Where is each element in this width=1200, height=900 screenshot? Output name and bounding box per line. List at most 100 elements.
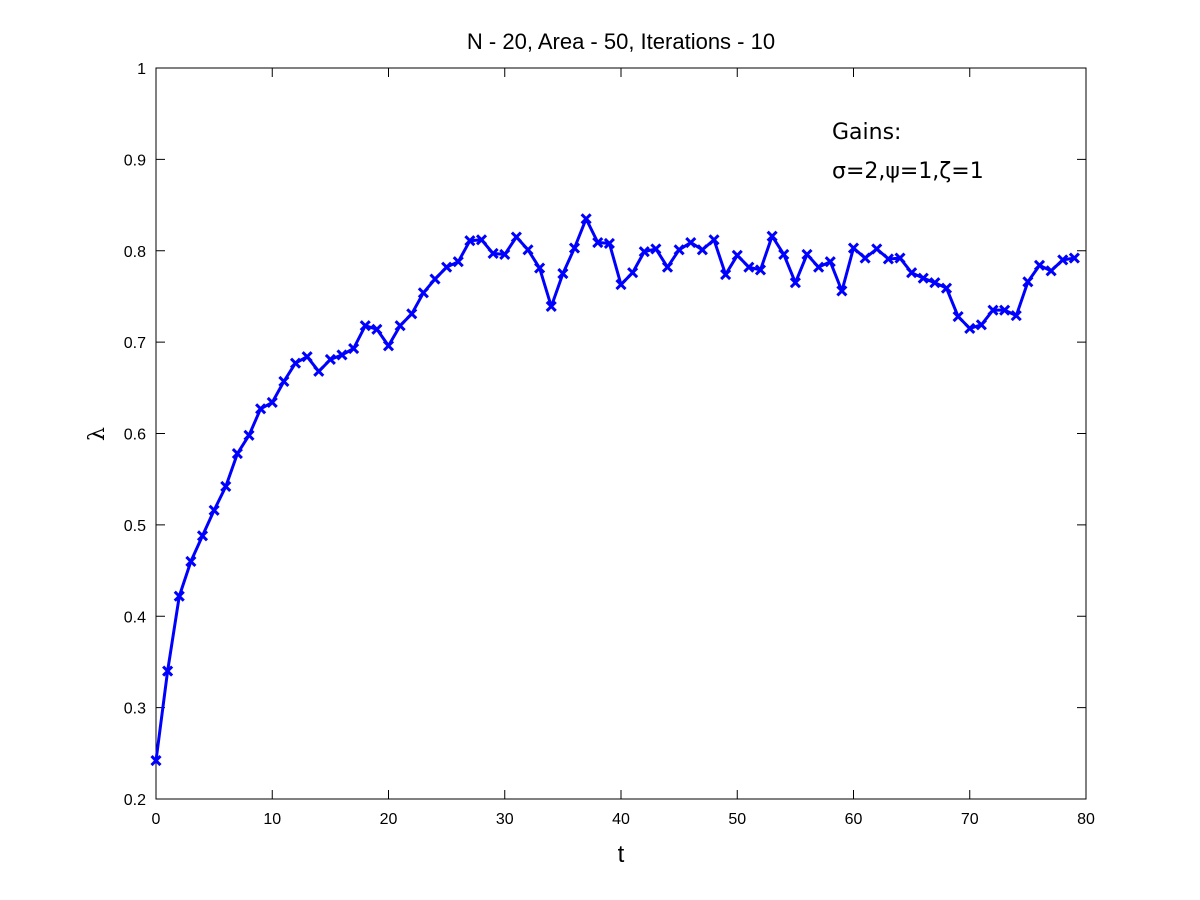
x-tick-label: 70 xyxy=(961,811,979,828)
data-point xyxy=(266,396,278,408)
data-point xyxy=(196,530,209,542)
x-tick-label: 30 xyxy=(496,811,514,828)
data-point xyxy=(510,231,522,243)
data-point xyxy=(789,277,801,289)
data-point xyxy=(1033,259,1046,271)
x-tick-label: 0 xyxy=(152,811,161,828)
data-point xyxy=(301,351,313,363)
data-point xyxy=(731,249,743,261)
data-point xyxy=(650,243,662,255)
data-point xyxy=(824,256,836,268)
x-tick-label: 40 xyxy=(612,811,630,828)
data-point xyxy=(208,504,220,516)
data-point xyxy=(185,555,197,567)
data-point xyxy=(999,304,1011,316)
data-point xyxy=(743,261,755,273)
data-point xyxy=(836,285,848,297)
data-point xyxy=(906,267,918,279)
data-point xyxy=(1045,265,1057,277)
y-axis-label: λ xyxy=(85,427,110,441)
data-point xyxy=(766,230,778,242)
data-point xyxy=(231,448,243,460)
data-point xyxy=(964,322,976,334)
data-point xyxy=(708,234,720,246)
data-point xyxy=(382,340,395,352)
data-point xyxy=(324,353,336,366)
data-point xyxy=(720,268,732,281)
data-point xyxy=(673,244,685,256)
data-point xyxy=(406,308,418,320)
data-point xyxy=(929,277,941,289)
data-point xyxy=(1068,252,1080,264)
data-point xyxy=(441,261,453,273)
data-point xyxy=(801,248,813,260)
data-point xyxy=(754,264,767,276)
x-tick-label: 10 xyxy=(263,811,281,828)
axis-ticks xyxy=(155,67,1087,800)
y-tick-label: 0.9 xyxy=(124,152,146,169)
data-point xyxy=(952,310,964,323)
data-point xyxy=(475,234,488,246)
plot-area xyxy=(155,67,1087,800)
y-tick-label: 0.7 xyxy=(124,335,146,352)
data-point xyxy=(243,429,255,441)
data-point xyxy=(150,755,162,767)
annotation-gains-values: σ=2,ψ=1,ζ=1 xyxy=(832,159,984,184)
data-point xyxy=(859,252,871,264)
data-point xyxy=(173,590,185,602)
data-point xyxy=(638,246,650,258)
data-point xyxy=(615,278,627,291)
data-point xyxy=(429,273,441,285)
data-point xyxy=(778,248,790,260)
data-point xyxy=(568,242,581,254)
y-tick-label: 0.6 xyxy=(124,427,146,444)
data-point xyxy=(882,253,894,265)
data-point xyxy=(580,213,592,225)
data-point xyxy=(1057,254,1069,266)
data-point xyxy=(359,320,371,332)
y-tick-label: 0.4 xyxy=(124,609,146,626)
data-point xyxy=(336,349,348,361)
data-point xyxy=(557,268,569,280)
data-point xyxy=(417,287,429,299)
annotation-gains-title: Gains: xyxy=(832,120,901,145)
data-point xyxy=(464,235,476,247)
data-point xyxy=(278,375,290,387)
data-point xyxy=(545,300,557,313)
data-point xyxy=(1010,310,1022,322)
x-tick-label: 50 xyxy=(728,811,746,828)
data-point xyxy=(813,261,825,273)
data-point xyxy=(487,247,499,260)
chart-title: N - 20, Area - 50, Iterations - 10 xyxy=(467,29,775,54)
data-point xyxy=(847,242,860,254)
data-point xyxy=(499,248,511,260)
data-point xyxy=(975,319,987,331)
series-markers xyxy=(150,213,1080,767)
data-point xyxy=(534,262,546,274)
data-point xyxy=(313,365,325,377)
data-point xyxy=(661,261,674,273)
data-point xyxy=(348,342,360,355)
data-point xyxy=(1022,276,1034,288)
data-point xyxy=(871,243,883,255)
data-point xyxy=(987,304,999,316)
data-point xyxy=(522,244,534,256)
axis-tick-labels: 0 10 20 30 40 50 60 70 80 0.2 0.3 0.4 0.5 0.6 0.7 0.8 0.… xyxy=(124,61,1095,828)
data-point xyxy=(603,237,615,250)
data-point xyxy=(696,244,708,256)
data-point xyxy=(940,282,953,294)
data-point xyxy=(592,236,604,249)
data-point xyxy=(452,256,464,268)
data-point xyxy=(255,403,267,415)
data-point xyxy=(371,323,383,335)
x-axis-label: t xyxy=(618,841,625,868)
data-point xyxy=(685,236,697,249)
y-tick-label: 0.2 xyxy=(124,792,146,809)
x-tick-label: 20 xyxy=(380,811,398,828)
y-tick-label: 1 xyxy=(137,61,146,78)
y-tick-label: 0.5 xyxy=(124,518,146,535)
data-point xyxy=(220,480,232,493)
x-tick-label: 60 xyxy=(845,811,863,828)
y-tick-label: 0.3 xyxy=(124,701,146,718)
